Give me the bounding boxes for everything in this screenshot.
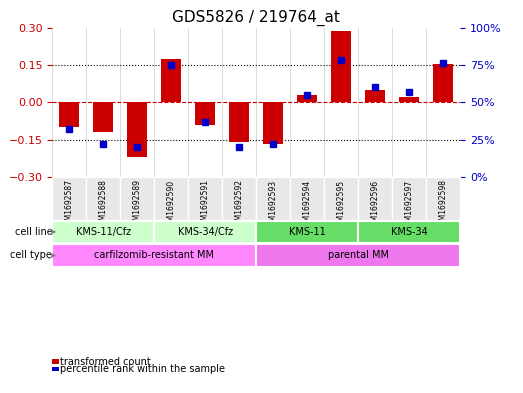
Text: GSM1692590: GSM1692590 (167, 180, 176, 231)
Text: GSM1692593: GSM1692593 (269, 180, 278, 231)
Text: GSM1692587: GSM1692587 (65, 180, 74, 230)
FancyBboxPatch shape (52, 244, 256, 267)
Text: GSM1692598: GSM1692598 (439, 180, 448, 230)
Text: cell type: cell type (10, 250, 52, 261)
Text: GSM1692592: GSM1692592 (235, 180, 244, 230)
Bar (195, 103, 215, 125)
Bar (229, 103, 249, 142)
FancyBboxPatch shape (324, 177, 358, 220)
Text: KMS-34/Cfz: KMS-34/Cfz (178, 227, 233, 237)
Text: carfilzomib-resistant MM: carfilzomib-resistant MM (94, 250, 214, 261)
Text: KMS-11: KMS-11 (289, 227, 326, 237)
Text: GSM1692591: GSM1692591 (201, 180, 210, 230)
Text: KMS-11/Cfz: KMS-11/Cfz (76, 227, 131, 237)
Bar (399, 97, 419, 103)
Bar (161, 59, 181, 103)
Bar (59, 103, 79, 127)
Text: GSM1692596: GSM1692596 (371, 180, 380, 231)
FancyBboxPatch shape (52, 220, 154, 243)
Text: GSM1692589: GSM1692589 (133, 180, 142, 230)
Text: GSM1692595: GSM1692595 (337, 180, 346, 231)
FancyBboxPatch shape (154, 177, 188, 220)
FancyBboxPatch shape (188, 177, 222, 220)
Text: GSM1692588: GSM1692588 (99, 180, 108, 230)
FancyBboxPatch shape (358, 220, 460, 243)
Text: parental MM: parental MM (328, 250, 389, 261)
Bar (263, 103, 283, 143)
FancyBboxPatch shape (426, 177, 460, 220)
FancyBboxPatch shape (120, 177, 154, 220)
FancyBboxPatch shape (256, 177, 290, 220)
Bar (93, 103, 113, 132)
FancyBboxPatch shape (256, 220, 358, 243)
FancyBboxPatch shape (52, 177, 86, 220)
Bar (127, 103, 147, 157)
Title: GDS5826 / 219764_at: GDS5826 / 219764_at (173, 10, 340, 26)
FancyBboxPatch shape (256, 244, 460, 267)
Bar (365, 90, 385, 103)
Text: cell line: cell line (15, 227, 52, 237)
FancyBboxPatch shape (154, 220, 256, 243)
Text: percentile rank within the sample: percentile rank within the sample (60, 364, 225, 375)
Bar (297, 95, 317, 103)
FancyBboxPatch shape (358, 177, 392, 220)
Text: GSM1692597: GSM1692597 (405, 180, 414, 231)
Text: GSM1692594: GSM1692594 (303, 180, 312, 231)
Text: transformed count: transformed count (60, 356, 151, 367)
FancyBboxPatch shape (290, 177, 324, 220)
FancyBboxPatch shape (222, 177, 256, 220)
Bar (433, 64, 453, 103)
Bar (331, 31, 351, 103)
Text: KMS-34: KMS-34 (391, 227, 428, 237)
FancyBboxPatch shape (86, 177, 120, 220)
FancyBboxPatch shape (392, 177, 426, 220)
